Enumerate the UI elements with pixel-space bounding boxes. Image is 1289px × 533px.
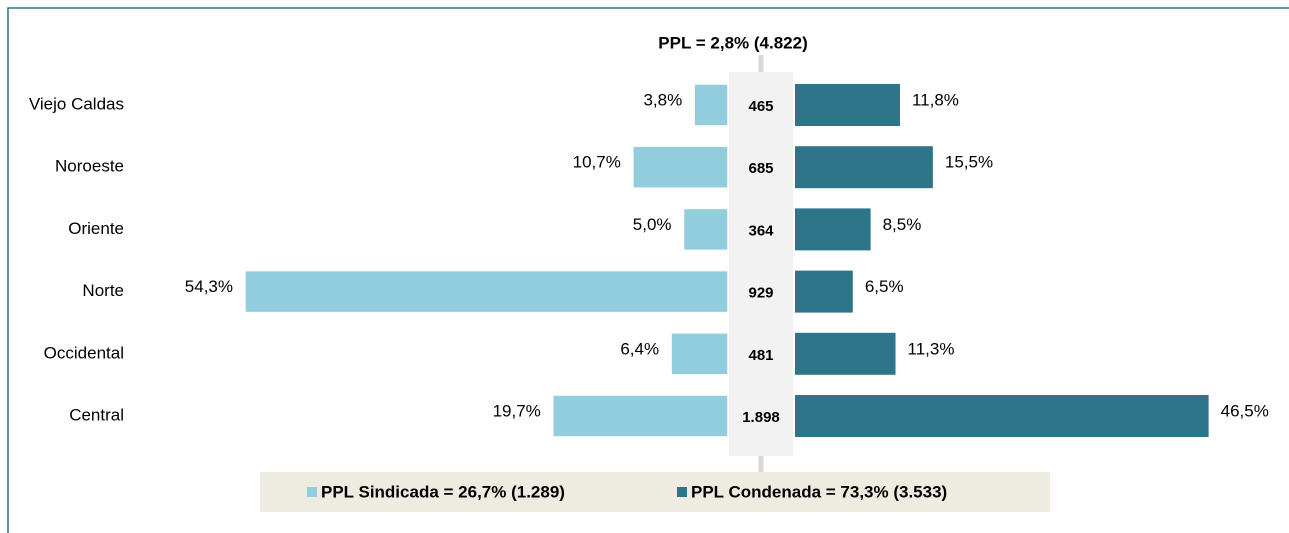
bar [244,269,729,314]
value-label: 11,8% [912,90,959,109]
total-label: 685 [748,160,773,177]
value-label: 10,7% [573,153,621,172]
total-label: 481 [748,347,773,364]
total-label: 465 [748,98,773,115]
value-label: 3,8% [643,90,682,109]
legend-swatch [677,487,687,497]
bar [632,145,729,189]
bar [682,207,729,252]
category-label: Noroeste [55,157,124,176]
category-label: Norte [82,281,124,300]
value-label: 8,5% [883,215,922,234]
center-column [729,72,793,456]
category-label: Viejo Caldas [29,94,124,113]
value-label: 46,5% [1221,401,1269,420]
legend-swatch [307,487,317,497]
bar [795,332,896,375]
total-label: 1.898 [742,409,780,426]
bar [795,208,871,251]
value-label: 11,3% [908,339,955,358]
value-label: 15,5% [945,153,993,172]
value-label: 54,3% [185,277,233,296]
legend [260,472,1050,512]
value-label: 6,4% [620,339,659,358]
frame [7,7,1289,533]
total-label: 364 [748,222,774,239]
value-label: 19,7% [493,401,541,420]
bar [795,84,900,126]
value-label: 5,0% [633,215,672,234]
total-label: 929 [748,285,773,302]
bar [552,394,729,438]
bar [795,270,853,313]
chart-title: PPL = 2,8% (4.822) [658,33,807,52]
bar [670,332,729,376]
category-label: Central [69,405,124,424]
bar [795,146,933,189]
legend-label: PPL Condenada = 73,3% (3.533) [691,482,947,501]
legend-label: PPL Sindicada = 26,7% (1.289) [321,482,565,501]
category-label: Occidental [44,343,124,362]
bar [693,83,729,127]
value-label: 6,5% [865,277,904,296]
bar [795,395,1209,437]
category-label: Oriente [68,219,124,238]
